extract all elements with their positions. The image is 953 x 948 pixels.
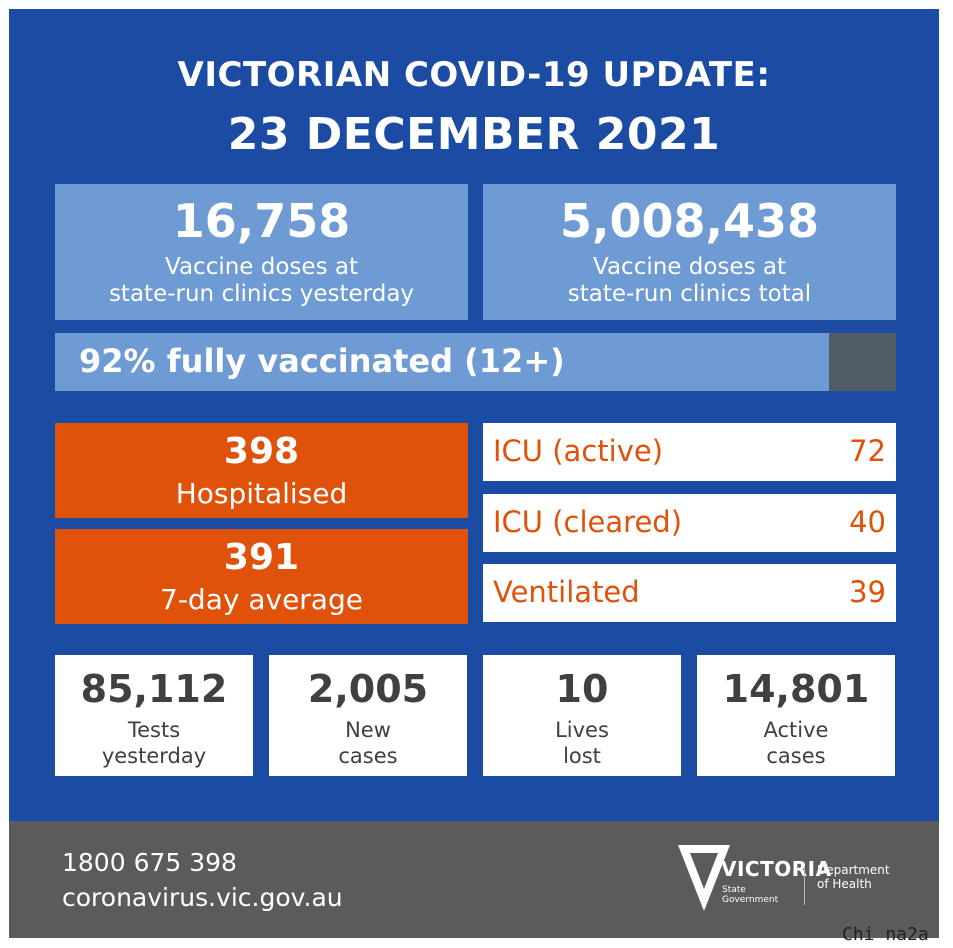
vaccine-total-value: 5,008,438 [560,194,819,248]
active-cases-card: 14,801 Active cases [697,655,895,776]
tests-yesterday-label: Tests yesterday [55,717,253,769]
lives-lost-label: Lives lost [483,717,681,769]
seven-day-average-label: 7-day average [160,583,363,616]
vaccine-yesterday-value: 16,758 [172,194,351,248]
tests-yesterday-label-2: yesterday [101,744,207,768]
vaccine-total-label: Vaccine doses at state-run clinics total [483,254,896,308]
icu-cleared-row: ICU (cleared) 40 [483,494,896,552]
hospitalised-value: 398 [223,431,300,472]
lives-lost-card: 10 Lives lost [483,655,681,776]
active-cases-value: 14,801 [722,667,870,711]
ventilated-label: Ventilated [493,575,640,609]
hospitalised-label: Hospitalised [175,477,348,510]
active-cases-label-1: Active [763,718,829,742]
department-line-2: of Health [817,877,872,891]
new-cases-label: New cases [269,717,467,769]
ventilated-row: Ventilated 39 [483,564,896,622]
department-of-health: Department of Health [817,863,907,891]
hotline-phone: 1800 675 398 [62,848,237,877]
seven-day-average-card: 391 7-day average [55,529,468,624]
website-link[interactable]: coronavirus.vic.gov.au [62,883,343,912]
department-line-1: Department [817,863,890,877]
victoria-logo-word: VICTORIA [721,857,832,881]
seven-day-average-value: 391 [223,537,300,578]
victoria-logo-subtitle: State Government [722,885,782,905]
icu-active-label: ICU (active) [493,434,664,468]
lives-lost-value: 10 [555,667,609,711]
vaccine-yesterday-label: Vaccine doses at state-run clinics yeste… [55,254,468,308]
lives-lost-label-2: lost [563,744,601,768]
vaccine-total-label-1: Vaccine doses at [593,254,786,280]
ventilated-value: 39 [849,575,886,609]
icu-cleared-label: ICU (cleared) [493,505,683,539]
vaccine-yesterday-card: 16,758 Vaccine doses at state-run clinic… [55,184,468,320]
vaccine-total-label-2: state-run clinics total [567,281,812,307]
new-cases-card: 2,005 New cases [269,655,467,776]
fully-vaccinated-bar-fill [55,333,829,391]
hospitalised-card: 398 Hospitalised [55,423,468,518]
tests-yesterday-label-1: Tests [127,718,181,742]
vaccine-yesterday-label-2: state-run clinics yesterday [108,281,415,307]
victoria-logo-sub-2: Government [722,895,779,905]
new-cases-label-1: New [345,718,391,742]
tests-yesterday-value: 85,112 [80,667,228,711]
icu-cleared-value: 40 [849,505,886,539]
vaccine-total-card: 5,008,438 Vaccine doses at state-run cli… [483,184,896,320]
active-cases-label-2: cases [766,744,826,768]
new-cases-label-2: cases [338,744,398,768]
footer: 1800 675 398 coronavirus.vic.gov.au VICT… [9,821,939,938]
watermark: Chi na2a [842,924,929,945]
title-date: 23 DECEMBER 2021 [227,109,721,160]
fully-vaccinated-text: 92% fully vaccinated (12+) [79,342,565,380]
vaccine-yesterday-label-1: Vaccine doses at [165,254,358,280]
icu-active-row: ICU (active) 72 [483,423,896,481]
new-cases-value: 2,005 [307,667,429,711]
victoria-logo-sub-1: State [722,885,746,895]
icu-active-value: 72 [849,434,886,468]
lives-lost-label-1: Lives [555,718,609,742]
logo-divider [804,867,805,905]
active-cases-label: Active cases [697,717,895,769]
tests-yesterday-card: 85,112 Tests yesterday [55,655,253,776]
title-line-1: VICTORIAN COVID-19 UPDATE: [177,55,771,95]
victoria-logo-icon [678,845,730,911]
fully-vaccinated-bar: 92% fully vaccinated (12+) [55,333,896,391]
